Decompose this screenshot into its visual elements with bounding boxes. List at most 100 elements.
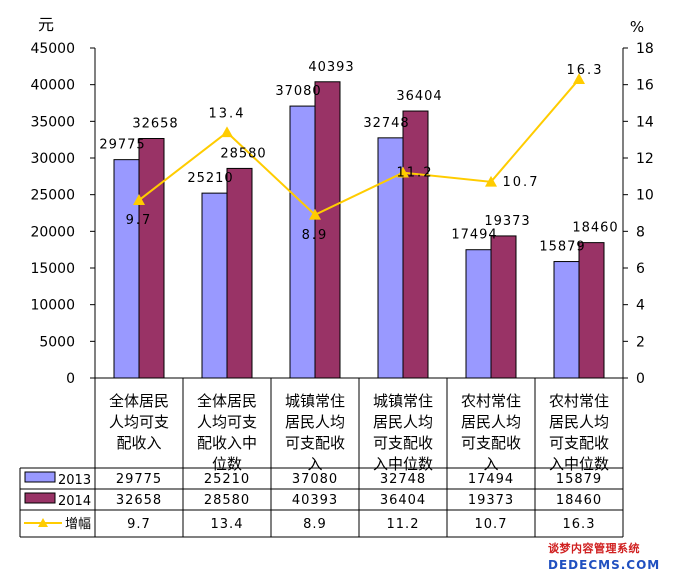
category-label: 配收入 [116, 434, 161, 452]
left-tick-label: 15000 [30, 261, 75, 277]
left-tick-label: 10000 [30, 298, 75, 314]
right-tick-label: 14 [636, 114, 654, 130]
bar-2013 [553, 261, 580, 379]
category-label: 城镇常住 [285, 392, 345, 410]
table-cell: 17494 [468, 472, 514, 487]
data-labels: 29775 32658 25210 28580 37080 40393 32748 36404… [99, 60, 618, 255]
bar-label-2013: 17494 [451, 228, 497, 243]
growth-label: 13.4 [209, 106, 246, 121]
right-tick-label: 4 [636, 298, 645, 314]
left-tick-label: 30000 [30, 151, 75, 167]
legend-label-2014: 2014 [58, 494, 91, 509]
right-axis-unit: % [630, 18, 644, 36]
watermark-line2: DEDECMS.COM [548, 558, 661, 572]
table-cell: 8.9 [303, 517, 327, 532]
watermark-logo: 谈梦内容管理系统 DEDECMS.COM [548, 540, 672, 574]
category-label: 可支配收 [461, 434, 521, 452]
growth-label: 16.3 [567, 63, 604, 78]
category-label: 配收入中 [197, 434, 257, 452]
bar-2014 [402, 110, 429, 379]
growth-line [133, 73, 585, 220]
bar-2013 [465, 249, 492, 379]
left-tick-label: 20000 [30, 224, 75, 240]
bar-2013 [289, 105, 316, 379]
growth-marker [485, 175, 497, 187]
table-cell: 37080 [292, 472, 338, 487]
growth-label: 10.7 [503, 175, 540, 190]
category-label: 可支配收 [549, 434, 609, 452]
bar-2014 [490, 235, 517, 379]
left-tick-label: 35000 [30, 114, 75, 130]
bar-label-2014: 36404 [396, 89, 442, 104]
legend-key-growth-marker [38, 518, 48, 527]
left-tick-label: 25000 [30, 188, 75, 204]
left-axis-unit: 元 [38, 15, 54, 34]
category-label: 入中位数 [549, 455, 609, 473]
legend-label-growth: 增幅 [65, 517, 91, 532]
table-cell: 11.2 [387, 517, 420, 532]
bar-2014 [226, 167, 253, 379]
table-cell: 40393 [292, 493, 338, 508]
table-cell: 32748 [380, 472, 426, 487]
bar-label-2014: 28580 [220, 146, 266, 161]
bar-label-2013: 25210 [187, 171, 233, 186]
bars [113, 81, 605, 379]
table-cell: 25210 [204, 472, 250, 487]
category-label: 全体居民 [197, 392, 257, 410]
growth-label: 9.7 [126, 213, 153, 228]
table-cell: 9.7 [127, 517, 151, 532]
category-label: 人均可支 [197, 413, 257, 431]
right-tick-label: 2 [636, 334, 645, 350]
bar-label-2013: 37080 [275, 84, 321, 99]
category-label: 居民人均 [549, 413, 609, 431]
category-label: 人均可支 [109, 413, 169, 431]
category-label: 城镇常住 [373, 392, 433, 410]
table-cell: 19373 [468, 493, 514, 508]
bar-label-2014: 40393 [308, 60, 354, 75]
table-cell: 18460 [556, 493, 602, 508]
bar-label-2014: 32658 [132, 117, 178, 132]
bar-2013 [201, 192, 228, 379]
table-cell: 32658 [116, 493, 162, 508]
category-label: 居民人均 [373, 413, 433, 431]
growth-marker [309, 208, 321, 220]
table-cell: 28580 [204, 493, 250, 508]
growth-polyline [138, 78, 580, 217]
growth-marker [397, 166, 409, 178]
table-cell: 36404 [380, 493, 426, 508]
right-tick-label: 0 [636, 371, 645, 387]
left-tick-label: 40000 [30, 78, 75, 94]
category-label: 入 [307, 455, 322, 473]
table-cell: 15879 [556, 472, 602, 487]
category-label: 位数 [212, 455, 242, 473]
category-label: 农村常住 [549, 392, 609, 410]
right-tick-label: 18 [636, 41, 654, 57]
bar-2014 [578, 242, 605, 379]
growth-marker [573, 73, 585, 84]
table-cell: 13.4 [211, 517, 244, 532]
category-label: 入中位数 [373, 455, 433, 473]
watermark-line1: 谈梦内容管理系统 [548, 542, 640, 555]
bar-label-2014: 18460 [572, 221, 618, 236]
left-tick-label: 0 [66, 371, 75, 387]
table-cell: 16.3 [563, 517, 596, 532]
bar-2014 [138, 138, 165, 379]
legend-key-2014 [24, 492, 56, 504]
right-tick-label: 12 [636, 151, 654, 167]
bar-label-2013: 29775 [99, 138, 145, 153]
category-label: 农村常住 [461, 392, 521, 410]
right-tick-label: 8 [636, 224, 645, 240]
axes: 0 5000 10000 15000 20000 25000 30000 35000 40000… [30, 15, 653, 387]
left-tick-label: 45000 [30, 41, 75, 57]
right-tick-label: 10 [636, 188, 654, 204]
bar-2014 [314, 81, 341, 379]
legend-key-2013 [24, 471, 56, 483]
right-tick-label: 6 [636, 261, 645, 277]
left-tick-label: 5000 [39, 334, 75, 350]
table-cell: 29775 [116, 472, 162, 487]
legend-label-2013: 2013 [58, 473, 91, 488]
category-label: 入 [483, 455, 498, 473]
category-label: 居民人均 [461, 413, 521, 431]
